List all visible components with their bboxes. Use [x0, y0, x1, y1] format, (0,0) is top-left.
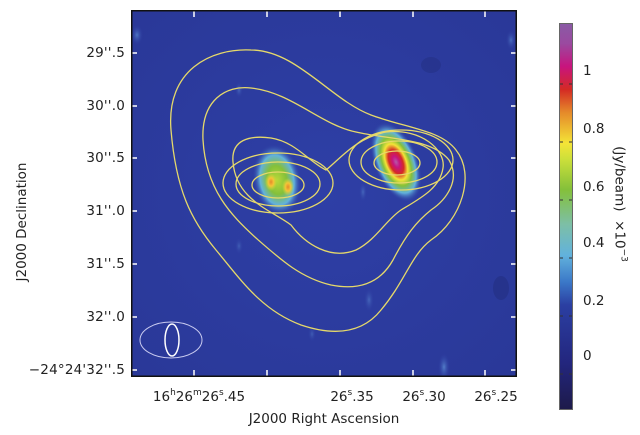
colorbar-tick-label: 0.4	[583, 235, 605, 251]
colorbar-tick-label: 0	[583, 348, 592, 364]
y-tick-label: 30''.5	[86, 150, 125, 166]
background-noise	[131, 10, 517, 377]
colorbar-tick-label: 0.2	[583, 293, 605, 309]
contours	[170, 49, 466, 332]
x-tick-label: 26s.35	[330, 388, 374, 405]
plot-frame	[131, 10, 517, 377]
beam-ellipse	[139, 321, 203, 359]
y-tick-label: 31''.5	[86, 256, 125, 272]
y-tick-label: 31''.0	[86, 203, 125, 219]
y-axis-label: J2000 Declination	[14, 162, 30, 282]
colorbar-label: (Jy/beam) ×10−3	[611, 146, 629, 262]
x-tick-label: 26s.30	[402, 388, 446, 405]
y-tick-label: 30''.0	[86, 98, 125, 114]
colorbar-tick-label: 0.8	[583, 121, 605, 137]
colorbar-ticks	[560, 83, 572, 375]
x-axis-label: J2000 Right Ascension	[248, 411, 400, 427]
y-tick-label: 32''.0	[86, 309, 125, 325]
y-tick-label: 29''.5	[86, 45, 125, 61]
colorbar-tick-label: 0.6	[583, 179, 605, 195]
y-tick-label: −24°24'32''.5	[28, 362, 125, 378]
colorbar	[559, 23, 573, 410]
heatmap-plot-area	[131, 10, 517, 381]
x-tick-label: 26s.25	[474, 388, 518, 405]
colorbar-tick-label: 1	[583, 63, 592, 79]
x-tick-label: 16h26m26s.45	[152, 388, 246, 405]
